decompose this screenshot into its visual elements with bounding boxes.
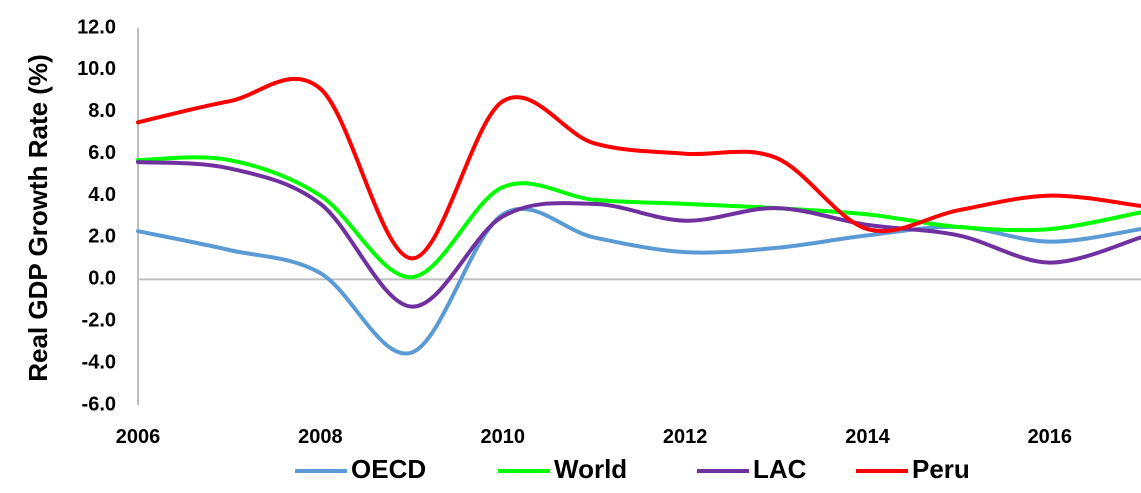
y-tick-label: 2.0 [88, 226, 116, 248]
series-line-peru [136, 76, 1141, 261]
x-tick-label: 2016 [1028, 426, 1073, 448]
legend-label-lac: LAC [753, 454, 807, 484]
x-tick-labels: 2006 2008 2010 2012 2014 2016 [116, 426, 1072, 448]
x-tick-label: 2008 [298, 426, 343, 448]
legend: OECD World LAC Peru [295, 454, 970, 484]
y-axis-title: Real GDP Growth Rate (%) [23, 54, 53, 381]
legend-label-peru: Peru [912, 454, 970, 484]
x-tick-label: 2006 [116, 426, 161, 448]
x-tick-label: 2014 [845, 426, 890, 448]
y-tick-labels: -6.0 -4.0 -2.0 0.0 2.0 4.0 6.0 8.0 10.0 12.0 [77, 16, 116, 415]
legend-label-oecd: OECD [351, 454, 426, 484]
y-tick-label: -4.0 [82, 351, 116, 373]
y-tick-label: 0.0 [88, 268, 116, 290]
y-tick-label: 4.0 [88, 184, 116, 206]
y-tick-label: 8.0 [88, 100, 116, 122]
y-tick-label: 12.0 [77, 16, 116, 38]
legend-label-world: World [554, 454, 627, 484]
y-tick-label: 10.0 [77, 58, 116, 80]
x-tick-label: 2010 [480, 426, 525, 448]
series-lines [136, 76, 1141, 356]
series-line-lac [136, 160, 1141, 309]
y-tick-label: -2.0 [82, 310, 116, 332]
x-tick-label: 2012 [663, 426, 708, 448]
y-tick-label: -6.0 [82, 393, 116, 415]
y-tick-label: 6.0 [88, 142, 116, 164]
series-line-world [136, 155, 1141, 280]
